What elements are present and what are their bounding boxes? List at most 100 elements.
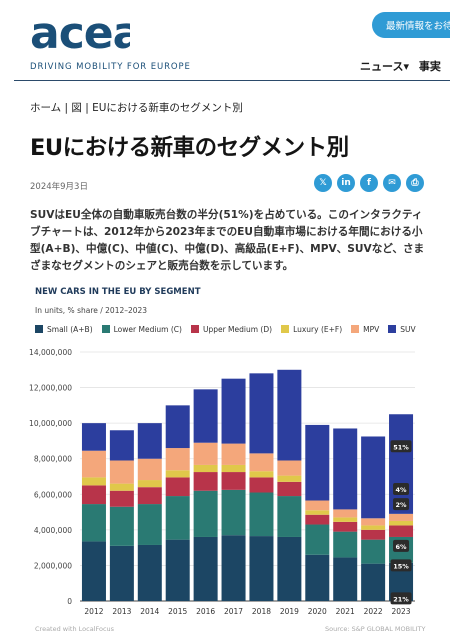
bar-segment[interactable] <box>277 460 301 475</box>
bar-segment[interactable] <box>82 485 106 504</box>
bar-segment[interactable] <box>361 525 385 529</box>
bar-segment[interactable] <box>277 476 301 482</box>
bar-segment[interactable] <box>249 471 273 477</box>
bar-segment[interactable] <box>333 522 357 532</box>
subscribe-button[interactable]: 最新情報をお待ち <box>372 12 450 38</box>
bar-segment[interactable] <box>194 491 218 537</box>
bar-segment[interactable] <box>166 496 190 540</box>
facebook-icon[interactable]: f <box>360 174 378 192</box>
bar-segment[interactable] <box>222 465 246 472</box>
bar-segment[interactable] <box>249 373 273 453</box>
bar-segment[interactable] <box>194 472 218 491</box>
nav-item-facts[interactable]: 事実 <box>419 60 441 73</box>
bar-segment[interactable] <box>166 448 190 470</box>
bar-segment[interactable] <box>277 537 301 601</box>
y-tick-label: 0 <box>67 597 72 606</box>
bar-segment[interactable] <box>110 430 134 460</box>
bar-segment[interactable] <box>82 477 106 485</box>
bar-segment[interactable] <box>361 518 385 525</box>
bar-segment[interactable] <box>110 484 134 491</box>
bar-segment[interactable] <box>305 515 329 525</box>
bar-segment[interactable] <box>138 504 162 545</box>
bar-segment[interactable] <box>333 428 357 509</box>
bar-segment[interactable] <box>249 493 273 537</box>
legend-label: Small (A+B) <box>47 325 93 334</box>
email-icon[interactable]: ✉ <box>383 174 401 192</box>
legend-item[interactable]: Small (A+B) <box>35 325 93 334</box>
bar-segment[interactable] <box>389 521 413 525</box>
bar-segment[interactable] <box>222 444 246 465</box>
bar-segment[interactable] <box>166 470 190 477</box>
bar-segment[interactable] <box>277 496 301 537</box>
bar-segment[interactable] <box>82 504 106 541</box>
nav-item-news[interactable]: ニュース▾ <box>360 60 409 73</box>
bar-segment[interactable] <box>222 379 246 444</box>
bar-segment[interactable] <box>222 490 246 535</box>
bar-segment[interactable] <box>110 507 134 546</box>
bar-segment[interactable] <box>389 525 413 537</box>
bar-segment[interactable] <box>361 436 385 518</box>
bar-segment[interactable] <box>82 451 106 478</box>
acea-logo[interactable]: acea <box>30 10 130 56</box>
bar-segment[interactable] <box>110 491 134 507</box>
breadcrumb[interactable]: ホーム | 図 | EUにおける新車のセグメント別 <box>30 100 243 115</box>
bar-segment[interactable] <box>194 465 218 472</box>
y-tick-label: 6,000,000 <box>34 490 72 499</box>
bar-segment[interactable] <box>361 530 385 540</box>
bar-segment[interactable] <box>166 540 190 601</box>
bar-segment[interactable] <box>82 541 106 601</box>
x-tick-label: 2018 <box>252 607 271 616</box>
bar-segment[interactable] <box>249 536 273 601</box>
share-label-text: 51% <box>393 443 409 451</box>
bar-segment[interactable] <box>333 532 357 558</box>
legend-item[interactable]: SUV <box>388 325 415 334</box>
bar-segment[interactable] <box>277 370 301 461</box>
print-icon[interactable]: ⎙ <box>406 174 424 192</box>
bar-segment[interactable] <box>361 540 385 564</box>
bar-segment[interactable] <box>222 535 246 601</box>
y-tick-label: 2,000,000 <box>34 561 72 570</box>
bar-segment[interactable] <box>222 472 246 490</box>
bar-segment[interactable] <box>194 389 218 442</box>
bar-segment[interactable] <box>110 546 134 601</box>
bar-segment[interactable] <box>166 477 190 496</box>
bar-segment[interactable] <box>277 482 301 496</box>
bar-segment[interactable] <box>82 423 106 451</box>
bar-segment[interactable] <box>166 405 190 448</box>
legend-item[interactable]: Lower Medium (C) <box>102 325 182 334</box>
bar-segment[interactable] <box>305 510 329 514</box>
tagline: DRIVING MOBILITY FOR EUROPE <box>30 62 191 72</box>
bar-segment[interactable] <box>389 514 413 521</box>
share-label: 21% <box>391 592 412 604</box>
chart-legend: Small (A+B) Lower Medium (C) Upper Medium … <box>35 325 425 334</box>
stacked-bar-chart: 0 2,000,000 4,000,000 6,000,000 8,000,000 10,… <box>0 340 450 630</box>
share-label-text: 2% <box>396 501 408 509</box>
bar-segment[interactable] <box>138 480 162 487</box>
bar-segment[interactable] <box>249 453 273 471</box>
bar-segment[interactable] <box>333 509 357 517</box>
bar-segment[interactable] <box>333 557 357 601</box>
bar-segment[interactable] <box>249 477 273 492</box>
legend-label: SUV <box>400 325 415 334</box>
legend-item[interactable]: Upper Medium (D) <box>191 325 272 334</box>
bar-segment[interactable] <box>110 460 134 483</box>
x-icon[interactable]: 𝕏 <box>314 174 332 192</box>
bar-segment[interactable] <box>305 525 329 555</box>
legend-swatch <box>191 325 199 333</box>
bar-segment[interactable] <box>138 545 162 601</box>
linkedin-icon[interactable]: in <box>337 174 355 192</box>
chart-credit[interactable]: Created with LocalFocus <box>35 625 114 633</box>
bar-segment[interactable] <box>138 459 162 480</box>
bar-segment[interactable] <box>305 555 329 601</box>
legend-item[interactable]: MPV <box>351 325 379 334</box>
bar-segment[interactable] <box>194 537 218 601</box>
bar-segment[interactable] <box>305 425 329 501</box>
bar-segment[interactable] <box>138 423 162 459</box>
bar-segment[interactable] <box>333 517 357 521</box>
bar-segment[interactable] <box>194 443 218 465</box>
bar-segment[interactable] <box>361 564 385 601</box>
legend-item[interactable]: Luxury (E+F) <box>281 325 342 334</box>
bar-segment[interactable] <box>138 487 162 504</box>
bar-segment[interactable] <box>305 501 329 511</box>
x-tick-label: 2021 <box>336 607 355 616</box>
